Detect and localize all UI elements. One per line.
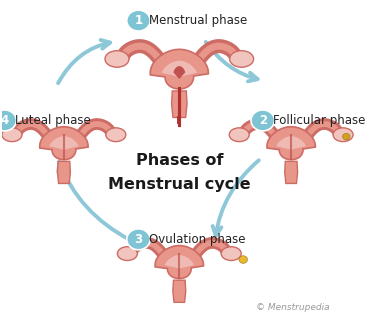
Polygon shape — [40, 127, 88, 160]
Ellipse shape — [106, 128, 126, 142]
Circle shape — [0, 110, 16, 131]
Text: Menstrual cycle: Menstrual cycle — [108, 177, 251, 192]
Text: Ovulation phase: Ovulation phase — [149, 233, 245, 246]
Circle shape — [127, 10, 150, 31]
Ellipse shape — [333, 128, 353, 142]
Text: Luteal phase: Luteal phase — [15, 114, 91, 127]
Text: 2: 2 — [259, 114, 267, 127]
Ellipse shape — [230, 51, 253, 67]
Ellipse shape — [105, 51, 129, 67]
Circle shape — [251, 110, 274, 131]
Polygon shape — [150, 49, 208, 89]
Text: Menstrual phase: Menstrual phase — [149, 14, 247, 27]
Ellipse shape — [2, 128, 22, 142]
Circle shape — [342, 133, 350, 140]
Circle shape — [127, 229, 150, 250]
Ellipse shape — [221, 247, 241, 261]
Polygon shape — [165, 255, 194, 269]
Text: Phases of: Phases of — [136, 153, 223, 168]
Polygon shape — [57, 161, 70, 184]
Polygon shape — [171, 91, 187, 118]
Polygon shape — [267, 127, 315, 160]
Polygon shape — [173, 280, 186, 302]
Text: 3: 3 — [135, 233, 142, 246]
Polygon shape — [162, 61, 197, 77]
Text: 4: 4 — [0, 114, 9, 127]
Polygon shape — [49, 136, 79, 150]
Polygon shape — [155, 246, 204, 279]
Circle shape — [239, 256, 247, 263]
Polygon shape — [173, 66, 185, 79]
Ellipse shape — [229, 128, 249, 142]
Polygon shape — [285, 161, 298, 184]
Ellipse shape — [117, 247, 137, 261]
Text: © Menstrupedia: © Menstrupedia — [256, 303, 330, 312]
Text: 1: 1 — [135, 14, 142, 27]
Polygon shape — [276, 136, 306, 150]
Text: Follicular phase: Follicular phase — [273, 114, 366, 127]
